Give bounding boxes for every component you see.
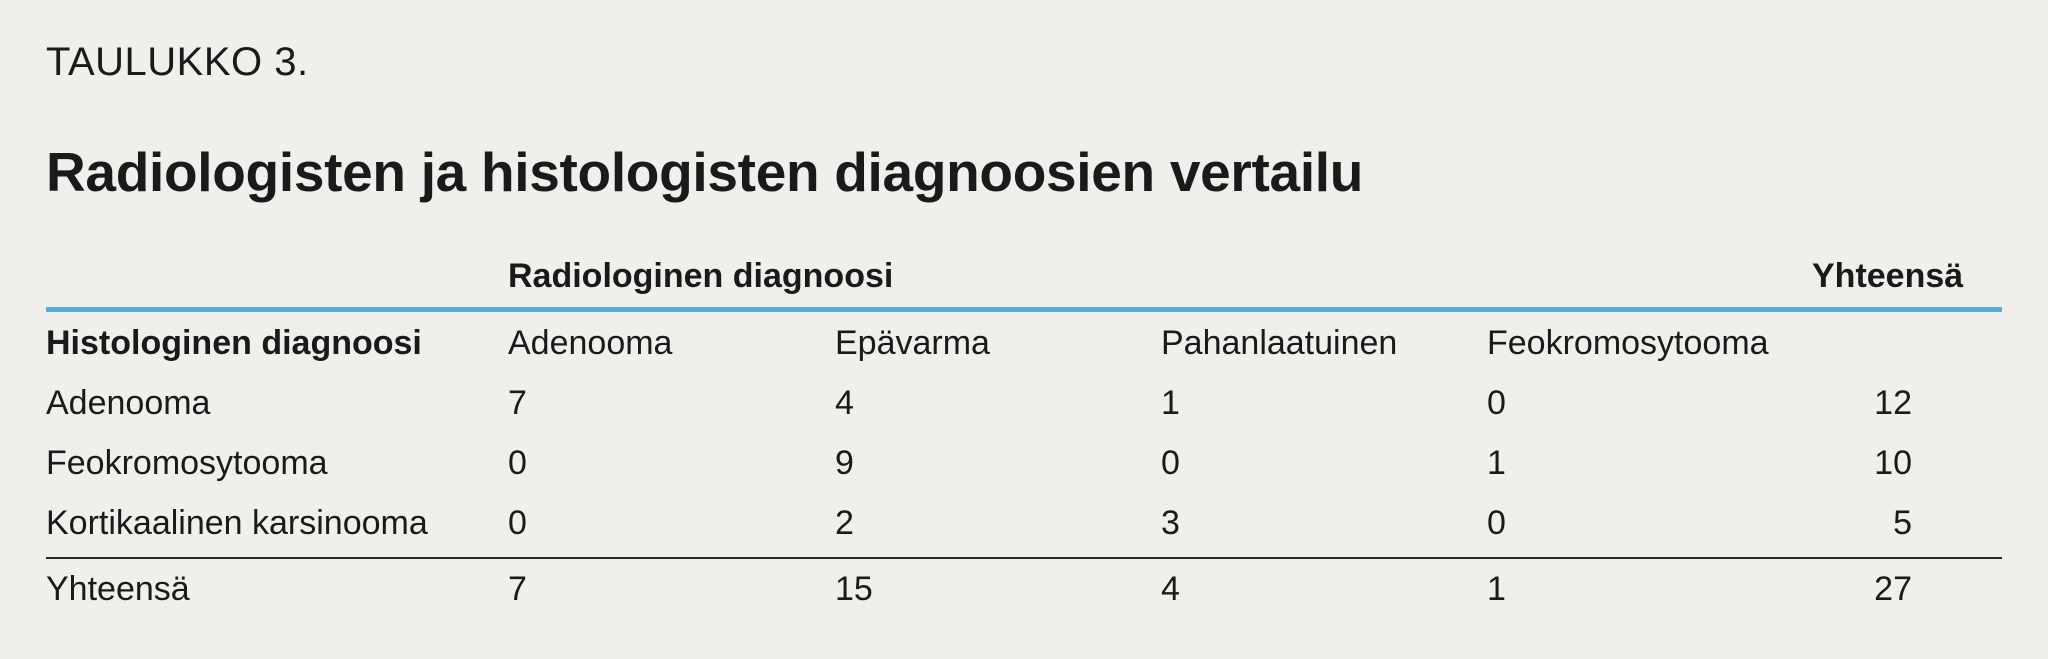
totals-label: Yhteensä: [46, 570, 190, 608]
column-header: Adenooma: [508, 324, 673, 362]
group-header: Radiologinen diagnoosi: [508, 257, 894, 295]
table-cell: 1: [1161, 384, 1180, 422]
table-cell: 0: [1487, 384, 1506, 422]
table-cell: 1: [1487, 444, 1506, 482]
table-cell: 2: [835, 504, 854, 542]
table-cell: 3: [1161, 504, 1180, 542]
grand-total: 27: [1874, 570, 1912, 608]
totals-cell: 7: [508, 570, 527, 608]
row-label: Adenooma: [46, 384, 211, 422]
column-header: Epävarma: [835, 324, 990, 362]
table-cell: 0: [1487, 504, 1506, 542]
table-label: TAULUKKO 3.: [46, 40, 309, 84]
totals-cell: 1: [1487, 570, 1506, 608]
table-cell: 0: [508, 444, 527, 482]
row-label: Feokromosytooma: [46, 444, 328, 482]
totals-cell: 4: [1161, 570, 1180, 608]
row-label: Kortikaalinen karsinooma: [46, 504, 428, 542]
header-rule: [46, 307, 2002, 312]
row-total: 5: [1893, 504, 1912, 542]
row-total: 10: [1874, 444, 1912, 482]
table-cell: 0: [1161, 444, 1180, 482]
column-header: Pahanlaatuinen: [1161, 324, 1398, 362]
row-total: 12: [1874, 384, 1912, 422]
row-header: Histologinen diagnoosi: [46, 324, 422, 362]
total-header: Yhteensä: [1812, 257, 1964, 295]
table-title: Radiologisten ja histologisten diagnoosi…: [46, 141, 1364, 203]
totals-rule: [46, 557, 2002, 559]
table-cell: 9: [835, 444, 854, 482]
table-cell: 0: [508, 504, 527, 542]
table-cell: 7: [508, 384, 527, 422]
table-cell: 4: [835, 384, 854, 422]
column-header: Feokromosytooma: [1487, 324, 1769, 362]
totals-cell: 15: [835, 570, 873, 608]
